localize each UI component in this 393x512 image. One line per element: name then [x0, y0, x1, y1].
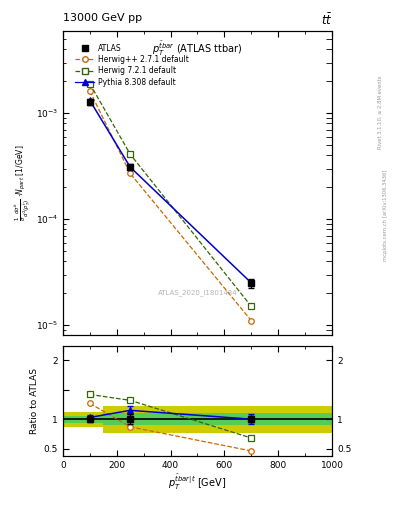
Text: ATLAS_2020_I1801434: ATLAS_2020_I1801434 — [158, 289, 237, 296]
Text: mcplots.cern.ch [arXiv:1306.3436]: mcplots.cern.ch [arXiv:1306.3436] — [384, 169, 388, 261]
Text: 13000 GeV pp: 13000 GeV pp — [63, 13, 142, 23]
Text: $p_T^{\bar{t}bar}$ (ATLAS ttbar): $p_T^{\bar{t}bar}$ (ATLAS ttbar) — [152, 40, 243, 58]
Y-axis label: Ratio to ATLAS: Ratio to ATLAS — [31, 368, 39, 434]
Y-axis label: $\frac{1}{\sigma}\frac{d\sigma^{tt}}{d^2(p_T^{\bar{t}})}$ $\cdot N_{part}$ [1/Ge: $\frac{1}{\sigma}\frac{d\sigma^{tt}}{d^2… — [12, 145, 33, 221]
Text: Rivet 3.1.10, ≥ 2.8M events: Rivet 3.1.10, ≥ 2.8M events — [378, 76, 383, 150]
X-axis label: $p^{\bar{t}bar|t}_T$ [GeV]: $p^{\bar{t}bar|t}_T$ [GeV] — [169, 472, 226, 492]
Text: $t\bar{t}$: $t\bar{t}$ — [321, 13, 332, 28]
Legend: ATLAS, Herwig++ 2.7.1 default, Herwig 7.2.1 default, Pythia 8.308 default: ATLAS, Herwig++ 2.7.1 default, Herwig 7.… — [72, 40, 192, 90]
